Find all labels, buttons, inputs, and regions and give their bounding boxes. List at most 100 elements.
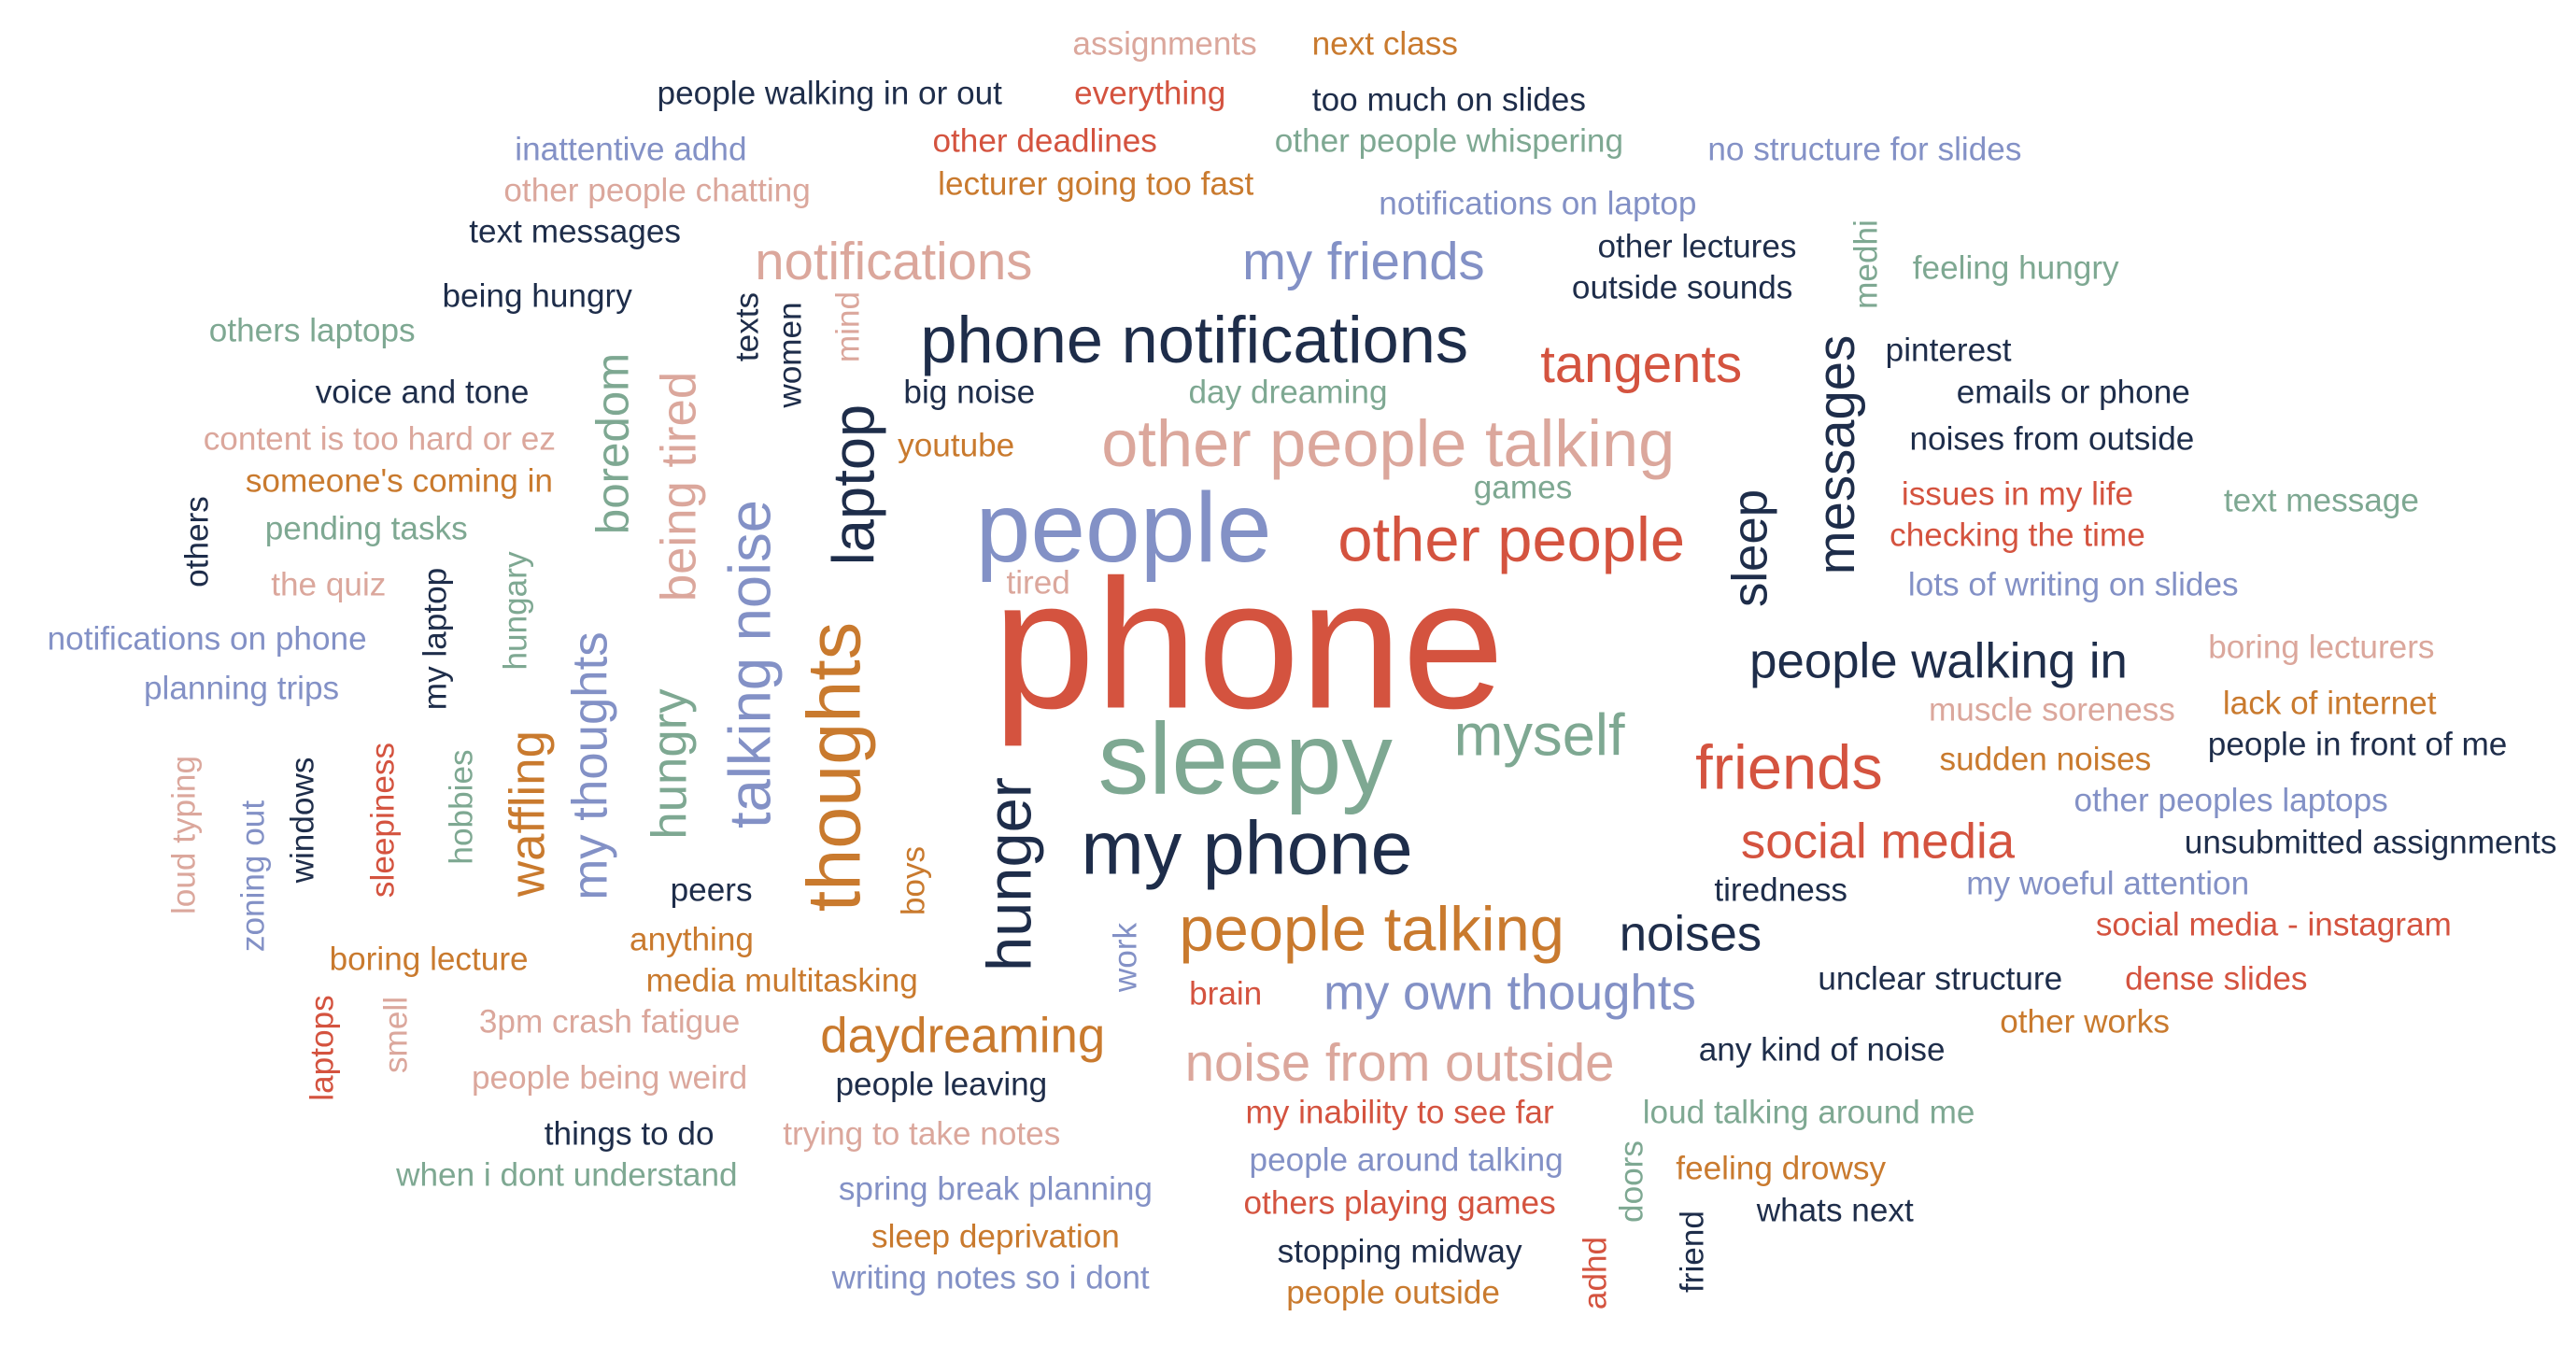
- word-other-people-chatting: other people chatting: [503, 172, 811, 209]
- word-day-dreaming: day dreaming: [1188, 374, 1388, 411]
- word-pinterest: pinterest: [1885, 332, 2012, 369]
- word-boring-lecture: boring lecture: [329, 941, 529, 978]
- word-people-outside: people outside: [1286, 1274, 1500, 1311]
- word-youtube: youtube: [898, 427, 1015, 464]
- word-myself: myself: [1453, 702, 1625, 769]
- word-whats-next: whats next: [1756, 1192, 1914, 1229]
- word-being-hungry: being hungry: [442, 277, 632, 315]
- word-my-laptop: my laptop: [417, 568, 454, 711]
- word-dense-slides: dense slides: [2125, 960, 2308, 998]
- word-noise-from-outside: noise from outside: [1184, 1032, 1615, 1092]
- word-people-leaving: people leaving: [835, 1066, 1048, 1103]
- word-laptops: laptops: [304, 995, 341, 1101]
- word-friends: friends: [1695, 733, 1883, 803]
- word-tiredness: tiredness: [1714, 871, 1847, 909]
- word-social-media-instagram: social media - instagram: [2095, 906, 2452, 943]
- word-unsubmitted-assignments: unsubmitted assignments: [2184, 824, 2557, 861]
- word-anything: anything: [630, 921, 754, 958]
- word-hungry: hungry: [642, 688, 698, 840]
- word-next-class: next class: [1311, 25, 1458, 63]
- word-issues-in-my-life: issues in my life: [1901, 475, 2134, 513]
- word-texts: texts: [729, 291, 766, 362]
- word-adhd: adhd: [1577, 1237, 1614, 1310]
- word-hunger: hunger: [975, 776, 1045, 971]
- word-people-being-weird: people being weird: [471, 1059, 748, 1097]
- word-people-walking-in-or-out: people walking in or out: [657, 75, 1002, 112]
- word-content-is-too-hard-or-ez: content is too hard or ez: [203, 420, 556, 458]
- word-noises: noises: [1619, 906, 1762, 962]
- word-boredom: boredom: [587, 352, 639, 535]
- word-friend: friend: [1674, 1210, 1711, 1294]
- word-loud-typing: loud typing: [165, 755, 203, 914]
- word-text-message: text message: [2223, 482, 2419, 519]
- word-peers: peers: [670, 871, 753, 909]
- word-notifications: notifications: [755, 231, 1033, 290]
- word-media-multitasking: media multitasking: [645, 962, 918, 999]
- word-others: others: [178, 496, 216, 588]
- word-voice-and-tone: voice and tone: [315, 374, 530, 411]
- word-people-walking-in: people walking in: [1749, 633, 2128, 689]
- word-other-people: other people: [1338, 505, 1685, 575]
- word-brain: brain: [1189, 975, 1263, 1012]
- word-talking-noise: talking noise: [717, 499, 784, 828]
- word-lack-of-internet: lack of internet: [2222, 685, 2437, 722]
- word-assignments: assignments: [1072, 25, 1257, 63]
- word-unclear-structure: unclear structure: [1818, 960, 2063, 998]
- word-everything: everything: [1074, 75, 1226, 112]
- word-phone-notifications: phone notifications: [920, 302, 1469, 376]
- word-messages: messages: [1806, 335, 1866, 575]
- word-being-tired: being tired: [651, 371, 707, 602]
- word-noises-from-outside: noises from outside: [1909, 420, 2195, 458]
- word-too-much-on-slides: too much on slides: [1311, 81, 1586, 119]
- word-boys: boys: [895, 845, 932, 915]
- word-lots-of-writing-on-slides: lots of writing on slides: [1907, 566, 2239, 603]
- word-people-around-talking: people around talking: [1249, 1141, 1564, 1179]
- word-other-lectures: other lectures: [1597, 228, 1797, 265]
- word-social-media: social media: [1740, 814, 2016, 870]
- word-my-thoughts: my thoughts: [562, 630, 618, 900]
- word-phone: phone: [992, 541, 1505, 746]
- word-notifications-on-laptop: notifications on laptop: [1379, 185, 1697, 222]
- word-the-quiz: the quiz: [271, 566, 387, 603]
- word-sleepy: sleepy: [1097, 701, 1393, 816]
- word-loud-talking-around-me: loud talking around me: [1642, 1094, 1975, 1131]
- word-boring-lecturers: boring lecturers: [2208, 629, 2435, 666]
- word-feeling-drowsy: feeling drowsy: [1676, 1150, 1887, 1187]
- word-outside-sounds: outside sounds: [1571, 269, 1793, 306]
- word-muscle-soreness: muscle soreness: [1929, 691, 2175, 729]
- word-doors: doors: [1613, 1140, 1650, 1223]
- word-spring-break-planning: spring break planning: [838, 1170, 1153, 1208]
- word-medhi: medhi: [1847, 219, 1885, 310]
- word-my-woeful-attention: my woeful attention: [1966, 865, 2250, 902]
- word-tired: tired: [1006, 564, 1070, 602]
- word-windows: windows: [284, 757, 321, 884]
- word-others-laptops: others laptops: [208, 311, 416, 348]
- word-sleep-deprivation: sleep deprivation: [871, 1218, 1120, 1255]
- word-waffling: waffling: [500, 729, 556, 897]
- word-lecturer-going-too-fast: lecturer going too fast: [938, 165, 1254, 203]
- word-writing-notes-so-i-dont: writing notes so i dont: [831, 1259, 1150, 1296]
- word-people: people: [975, 473, 1272, 584]
- word-someones-coming-in: someone's coming in: [245, 462, 553, 500]
- word-when-i-dont-understand: when i dont understand: [396, 1156, 738, 1194]
- word-people-in-front-of-me: people in front of me: [2207, 726, 2508, 763]
- word-stopping-midway: stopping midway: [1277, 1233, 1522, 1270]
- word-other-people-talking: other people talking: [1101, 405, 1676, 480]
- word-mind: mind: [829, 290, 867, 363]
- word-pending-tasks: pending tasks: [264, 510, 468, 547]
- word-hobbies: hobbies: [443, 749, 480, 865]
- word-3pm-crash-fatigue: 3pm crash fatigue: [478, 1003, 741, 1041]
- word-my-phone: my phone: [1081, 806, 1413, 891]
- word-hungary: hungary: [497, 551, 534, 671]
- word-sleep: sleep: [1722, 489, 1778, 608]
- word-no-structure-for-slides: no structure for slides: [1707, 131, 2022, 168]
- word-games: games: [1473, 469, 1573, 506]
- word-my-own-thoughts: my own thoughts: [1323, 965, 1696, 1021]
- word-any-kind-of-noise: any kind of noise: [1698, 1031, 1946, 1069]
- word-notifications-on-phone: notifications on phone: [47, 620, 367, 658]
- word-checking-the-time: checking the time: [1890, 517, 2145, 554]
- word-planning-trips: planning trips: [144, 670, 340, 707]
- word-daydreaming: daydreaming: [820, 1008, 1106, 1064]
- word-others-playing-games: others playing games: [1243, 1183, 1556, 1221]
